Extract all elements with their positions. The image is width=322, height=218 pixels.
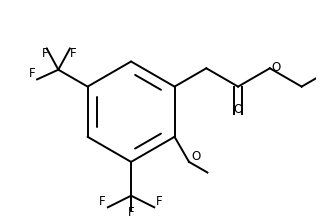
Text: O: O	[272, 61, 281, 74]
Text: O: O	[191, 150, 200, 163]
Text: F: F	[70, 47, 77, 60]
Text: O: O	[233, 103, 243, 116]
Text: F: F	[128, 206, 134, 218]
Text: F: F	[42, 47, 48, 60]
Text: F: F	[29, 67, 35, 80]
Text: F: F	[99, 195, 106, 208]
Text: F: F	[156, 195, 163, 208]
